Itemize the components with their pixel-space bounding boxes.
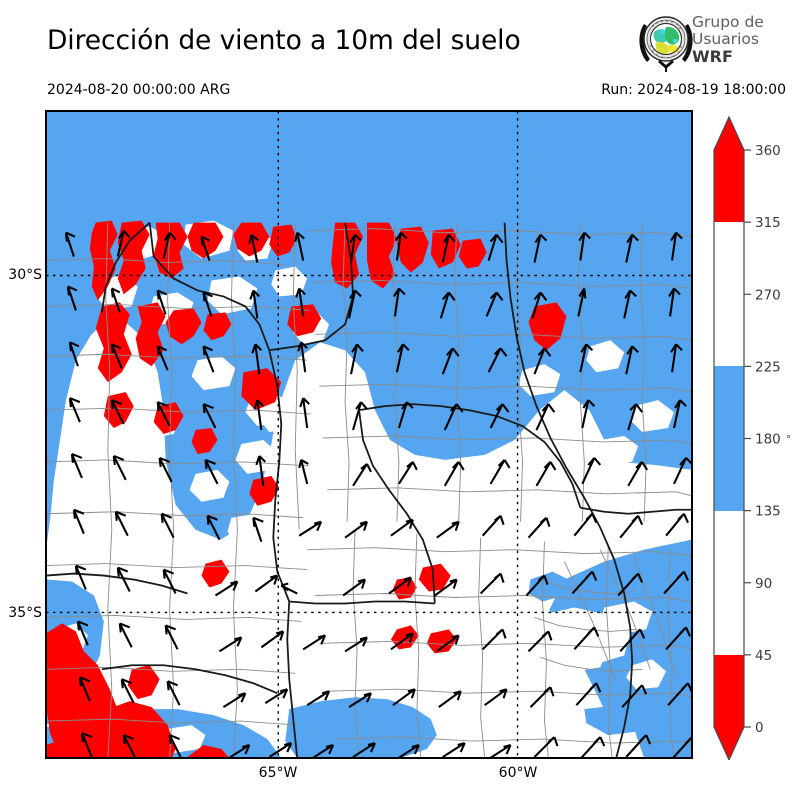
colorbar-tick-label-360: 360 [755, 143, 781, 159]
colorbar-tick-label-180: 180 [755, 432, 781, 448]
logo-text: Grupo de Usuarios WRF [692, 13, 796, 66]
wrf-user-group-logo: Grupo de Usuarios WRF [636, 12, 796, 74]
colorbar-tick-labels: 0 45 90 135 180 225 270 315 360 [755, 143, 781, 736]
colorbar-extend-low [714, 727, 744, 760]
colorbar-tick-label-225: 225 [755, 359, 781, 375]
colorbar-tick-label-45: 45 [755, 648, 772, 664]
page-title: Dirección de viento a 10m del suelo [47, 25, 521, 56]
province-borders [46, 221, 692, 758]
colorbar-tick-label-90: 90 [755, 576, 772, 592]
colorbar-svg: 0 45 90 135 180 225 270 315 360 ° [713, 115, 791, 760]
graticule [46, 111, 692, 758]
colorbar-ticks [744, 149, 751, 728]
map-canvas[interactable] [45, 110, 693, 759]
wind-direction-map [46, 111, 692, 758]
colorbar-band-45-135 [714, 511, 744, 655]
colorbar-band-225-315 [714, 222, 744, 366]
run-time-label: Run: 2024-08-19 18:00:00 [601, 82, 786, 98]
wind-arrow-field [64, 229, 692, 758]
map-frame [46, 111, 692, 758]
colorbar-tick-label-0: 0 [755, 720, 764, 736]
lon-label-60w: 60°W [498, 765, 538, 781]
colorbar[interactable]: 0 45 90 135 180 225 270 315 360 ° [706, 110, 798, 760]
valid-time-label: 2024-08-20 00:00:00 ARG [47, 82, 231, 98]
globe-seal-icon [639, 16, 693, 72]
colorbar-unit-label: ° [786, 435, 791, 446]
colorbar-band-135-225 [714, 366, 744, 511]
lat-label-30s: 30°S [8, 267, 42, 283]
direction-band-red [46, 220, 567, 758]
county-borders [46, 222, 692, 758]
logo-line-1: Grupo de [692, 13, 764, 31]
lat-label-35s: 35°S [8, 605, 42, 621]
logo-line-3: WRF [692, 47, 733, 66]
colorbar-tick-label-315: 315 [755, 215, 781, 231]
colorbar-tick-label-270: 270 [755, 287, 781, 303]
colorbar-band-315-360 [714, 150, 744, 222]
lon-label-65w: 65°W [258, 765, 298, 781]
colorbar-band-0-45 [714, 655, 744, 727]
colorbar-tick-label-135: 135 [755, 504, 781, 520]
colorbar-extend-high [714, 117, 744, 150]
logo-line-2: Usuarios [692, 30, 759, 48]
